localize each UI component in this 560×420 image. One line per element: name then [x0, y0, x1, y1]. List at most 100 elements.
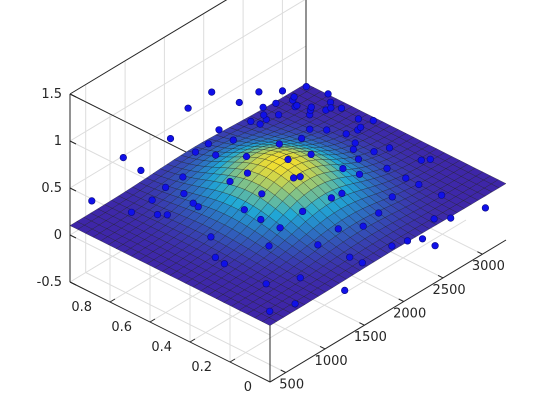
data-point [357, 123, 365, 131]
y-axis-line [69, 281, 271, 383]
data-point [296, 274, 304, 282]
data-point [290, 174, 298, 182]
y-tick-mark [189, 338, 196, 343]
box-edge [69, 0, 228, 95]
data-point [163, 211, 171, 219]
data-point [388, 193, 396, 201]
data-point [240, 206, 248, 214]
data-point [208, 88, 216, 96]
data-point [327, 194, 336, 202]
data-point [431, 242, 439, 250]
data-point [275, 140, 283, 148]
data-point [229, 136, 237, 144]
data-point [342, 130, 350, 138]
data-point [194, 203, 202, 211]
data-point [265, 242, 273, 250]
data-point [266, 307, 274, 315]
y-tick-mark [109, 298, 116, 303]
data-point [179, 173, 187, 181]
data-point [88, 197, 96, 205]
data-point [276, 224, 284, 232]
scatter-markers [88, 82, 490, 315]
x-tick-mark [319, 345, 326, 350]
data-point [166, 135, 175, 143]
data-point [481, 204, 490, 212]
data-point [189, 199, 197, 207]
data-point [324, 90, 332, 98]
z-tick-mark [69, 234, 77, 239]
x-tick-label: 1000 [315, 354, 348, 369]
y-tick-label: 0 [244, 380, 252, 395]
x-tick-label: 3000 [472, 259, 505, 274]
surface-cell [491, 179, 507, 189]
data-point [255, 88, 263, 96]
x-tick-mark [359, 322, 365, 326]
y-tick-label: 0.4 [151, 340, 172, 355]
x-tick-label: 2500 [433, 283, 466, 298]
data-point [220, 260, 228, 268]
data-point [417, 156, 425, 164]
grid-line [69, 0, 306, 142]
data-point [243, 169, 252, 177]
data-point [306, 125, 314, 133]
x-tick-label: 2000 [393, 307, 426, 322]
y-tick-mark [149, 318, 156, 323]
grid-line [69, 0, 228, 95]
data-point [260, 111, 268, 119]
data-point [298, 134, 306, 142]
data-point [307, 150, 315, 158]
grid-line [69, 45, 307, 189]
data-point [215, 126, 223, 134]
z-tick-mark [69, 140, 77, 145]
data-point [207, 233, 215, 241]
data-point [290, 93, 298, 101]
x-axis-ticks: 500 1000 1500 2000 2500 3000 [279, 251, 505, 393]
data-point [359, 222, 367, 230]
z-tick-mark [69, 281, 77, 286]
data-point [339, 165, 347, 173]
z-tick-mark [69, 187, 77, 192]
data-point [180, 190, 188, 198]
x-tick-mark [437, 274, 444, 279]
grid-line [85, 272, 286, 373]
data-point [346, 253, 354, 261]
data-point [354, 155, 363, 163]
x-axis-line [269, 239, 507, 383]
x-tick-label: 500 [279, 378, 304, 393]
data-point [402, 174, 410, 182]
data-point [383, 164, 391, 172]
data-point [369, 116, 377, 125]
z-tick-label: 1 [54, 134, 62, 149]
data-point [415, 180, 423, 189]
data-point [204, 140, 212, 148]
data-point [296, 173, 304, 181]
data-point [323, 126, 331, 134]
z-tick-label: 1.5 [41, 87, 62, 102]
data-point [257, 215, 265, 224]
data-point [137, 166, 145, 174]
y-tick-label: 0.6 [111, 320, 132, 335]
data-point [162, 183, 170, 191]
data-point [212, 151, 220, 159]
data-point [119, 154, 127, 162]
data-point [242, 152, 251, 161]
data-point [430, 215, 438, 223]
data-point [354, 115, 363, 123]
data-point [247, 117, 255, 125]
data-point [337, 104, 346, 112]
data-point [262, 280, 270, 288]
grid-line [69, 234, 271, 336]
data-point [258, 190, 266, 198]
data-point [349, 145, 358, 153]
data-point [293, 101, 301, 110]
data-point [341, 286, 349, 295]
data-point [226, 177, 234, 186]
data-point [148, 196, 156, 204]
data-point [351, 139, 359, 147]
data-point [291, 300, 299, 308]
data-point [338, 189, 346, 197]
data-point [375, 209, 383, 217]
data-point [307, 103, 315, 111]
data-point [438, 191, 446, 199]
data-point [272, 99, 280, 107]
